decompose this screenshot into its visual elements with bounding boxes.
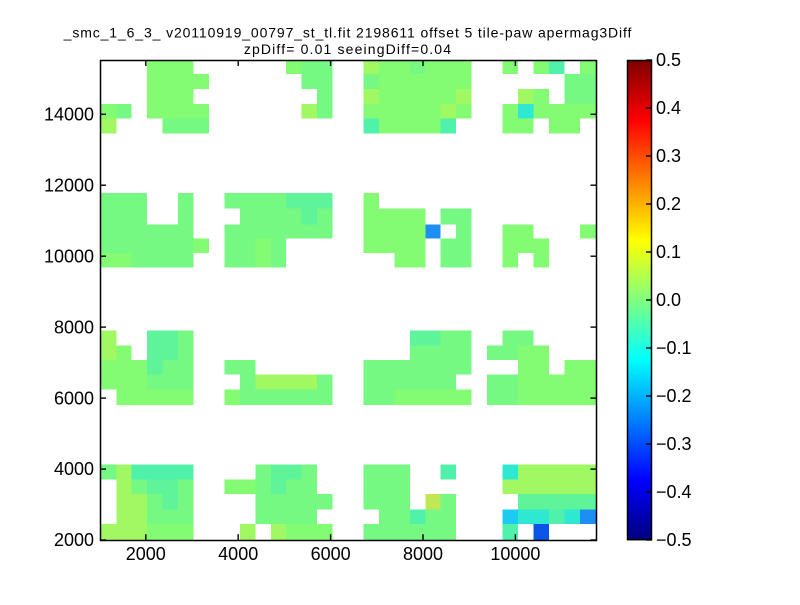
svg-text:0.5: 0.5 <box>656 50 681 70</box>
svg-text:−0.4: −0.4 <box>656 482 692 502</box>
svg-text:2000: 2000 <box>54 530 94 550</box>
svg-text:12000: 12000 <box>44 175 94 195</box>
svg-text:6000: 6000 <box>54 388 94 408</box>
svg-text:8000: 8000 <box>403 544 443 564</box>
svg-text:14000: 14000 <box>44 105 94 125</box>
svg-text:6000: 6000 <box>311 544 351 564</box>
svg-text:zpDiff= 0.01 seeingDiff=0.04: zpDiff= 0.01 seeingDiff=0.04 <box>244 41 452 57</box>
svg-text:−0.3: −0.3 <box>656 434 692 454</box>
svg-text:8000: 8000 <box>54 317 94 337</box>
svg-text:0.3: 0.3 <box>656 146 681 166</box>
svg-text:0.0: 0.0 <box>656 290 681 310</box>
svg-text:−0.1: −0.1 <box>656 338 692 358</box>
svg-text:4000: 4000 <box>54 459 94 479</box>
svg-text:4000: 4000 <box>218 544 258 564</box>
svg-text:0.2: 0.2 <box>656 194 681 214</box>
svg-text:2000: 2000 <box>126 544 166 564</box>
svg-text:0.1: 0.1 <box>656 242 681 262</box>
svg-text:0.4: 0.4 <box>656 98 681 118</box>
svg-text:10000: 10000 <box>490 544 540 564</box>
svg-text:−0.5: −0.5 <box>656 530 692 550</box>
svg-text:_smc_1_6_3_ v20110919_00797_st: _smc_1_6_3_ v20110919_00797_st_tl.fit 21… <box>63 25 633 41</box>
svg-text:−0.2: −0.2 <box>656 386 692 406</box>
svg-text:10000: 10000 <box>44 246 94 266</box>
